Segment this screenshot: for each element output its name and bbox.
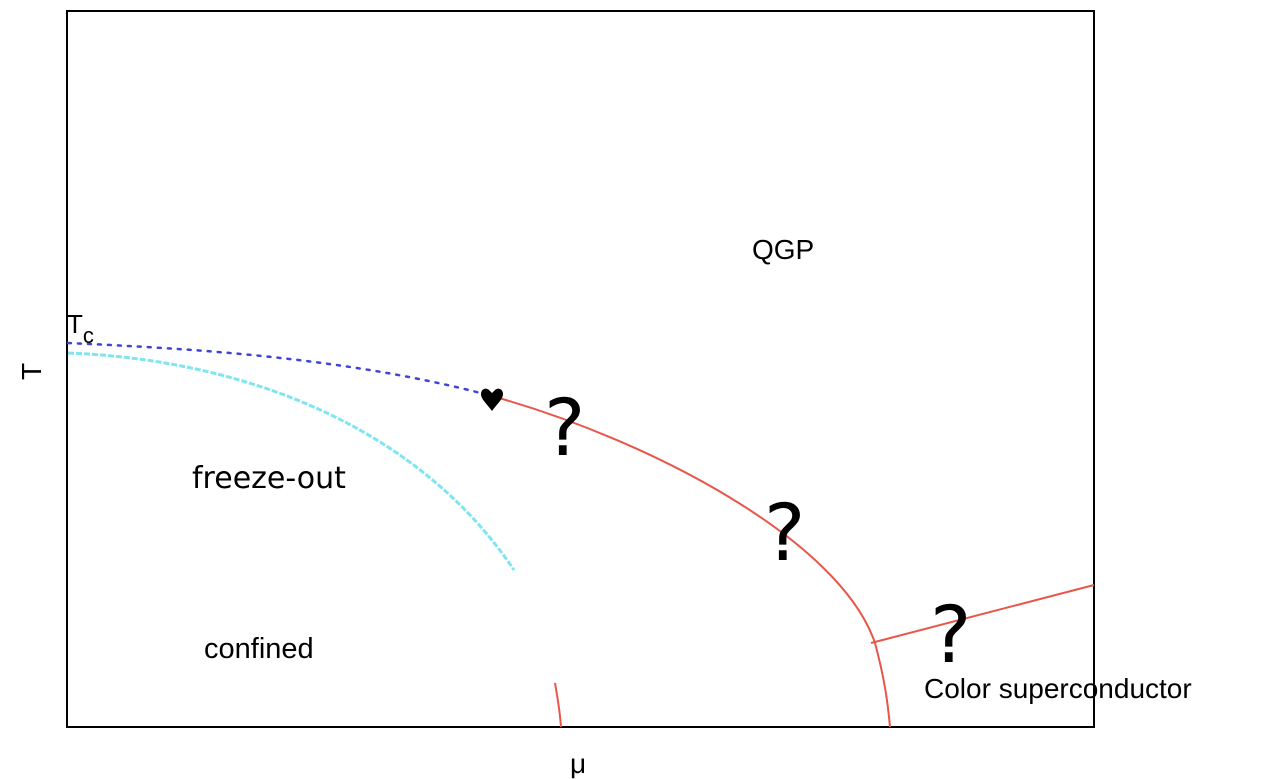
- qgp-label: QGP: [752, 234, 814, 265]
- freeze-out-label: freeze-out: [192, 461, 346, 496]
- color-superconductor-label: Color superconductor: [924, 673, 1192, 704]
- x-axis-label: μ: [570, 748, 586, 779]
- confined-label: confined: [204, 633, 314, 665]
- question-mark-3: ?: [930, 591, 971, 681]
- plot-frame: [66, 10, 1095, 728]
- tc-main: T: [67, 309, 83, 339]
- color-superconductor-boundary: [870, 584, 1095, 644]
- nuclear-transition-arc: [554, 682, 562, 728]
- tc-label: Tc: [67, 309, 94, 348]
- first-order-transition-line: [491, 395, 891, 728]
- tc-subscript: c: [83, 323, 94, 348]
- critical-point-marker: [481, 388, 503, 411]
- crossover-dotted-line: [66, 341, 494, 398]
- freeze-out-curve: [67, 351, 516, 571]
- question-mark-1: ?: [544, 384, 585, 474]
- question-mark-2: ?: [764, 489, 805, 579]
- y-axis-label: T: [16, 363, 47, 380]
